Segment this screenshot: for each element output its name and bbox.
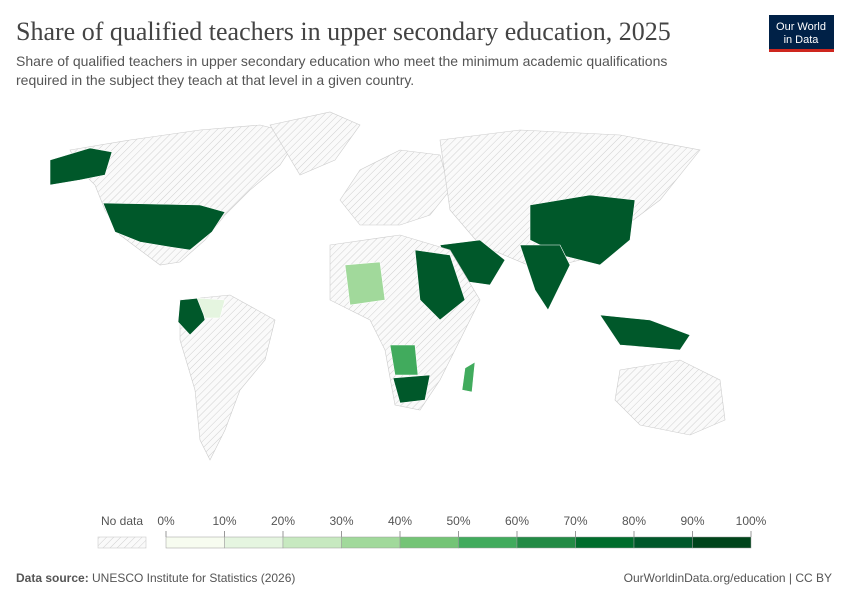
africa-central [389, 344, 419, 376]
legend-bin [633, 536, 693, 549]
australia [614, 359, 726, 436]
africa-east [414, 249, 466, 321]
india [519, 244, 571, 311]
legend-bin [516, 536, 576, 549]
legend-tick-label: 20% [271, 514, 295, 528]
logo-bar [769, 49, 834, 52]
europe [339, 149, 451, 226]
usa [102, 202, 226, 251]
legend-bin [165, 536, 225, 549]
legend-tick-label: 40% [388, 514, 412, 528]
source: UNESCO Institute for Statistics (2026) [92, 571, 295, 585]
africa-west [344, 261, 386, 306]
no-data-swatch [97, 536, 147, 549]
madagascar [461, 361, 476, 393]
indonesia [599, 314, 691, 351]
greenland [269, 111, 361, 176]
logo-text: in Data [784, 34, 820, 46]
south-america [179, 294, 276, 461]
legend-tick-label: 100% [736, 514, 767, 528]
colombia [177, 297, 206, 336]
map [49, 111, 726, 461]
legend-tick-label: 80% [622, 514, 646, 528]
logo-text: Our World [776, 21, 826, 33]
subtitle: Share of qualified teachers in upper sec… [16, 53, 667, 69]
legend: No data 0% 10% 20% 30% 40% 50% 60% 70% 80% 90% 100… [97, 514, 767, 549]
legend-tick-label: 50% [446, 514, 470, 528]
subtitle: required in the subject they teach at th… [16, 72, 414, 88]
legend-bin [282, 536, 342, 549]
legend-tick-label: 0% [157, 514, 175, 528]
source-label: Data source: [16, 571, 89, 585]
legend-tick-label: 70% [563, 514, 587, 528]
legend-bin [224, 536, 284, 549]
legend-bin [341, 536, 401, 549]
legend-tick-label: 60% [505, 514, 529, 528]
logo-box [769, 15, 834, 51]
southern-africa [392, 374, 431, 404]
legend-tick-label: 90% [680, 514, 704, 528]
logo[interactable]: Our World in Data [769, 15, 834, 52]
legend-tick-label: 10% [212, 514, 236, 528]
url[interactable]: OurWorldinData.org/education | CC BY [624, 571, 832, 585]
legend-tick-label: 30% [329, 514, 353, 528]
legend-bin [692, 536, 752, 549]
venezuela [196, 297, 226, 319]
legend-bin [575, 536, 635, 549]
title: Share of qualified teachers in upper sec… [16, 17, 671, 46]
alaska [49, 147, 113, 186]
legend-bin [458, 536, 518, 549]
legend-bin [399, 536, 459, 549]
no-data-label: No data [101, 514, 143, 528]
